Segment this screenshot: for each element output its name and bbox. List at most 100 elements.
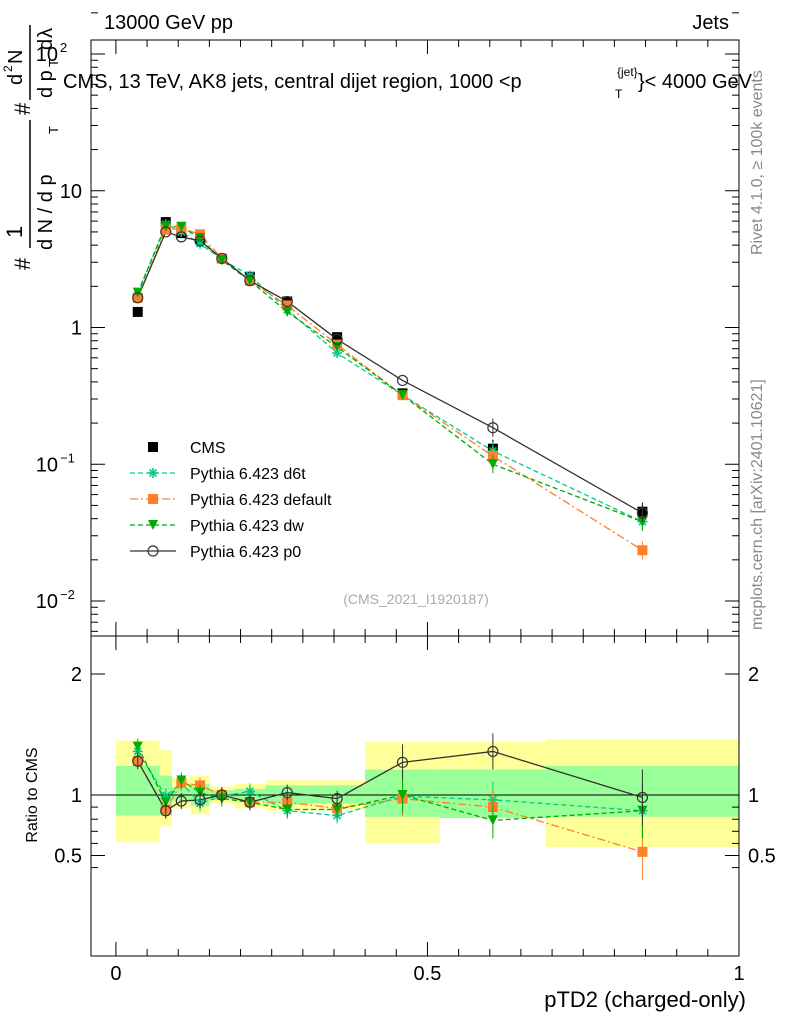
ratio-marker-3-7 xyxy=(331,793,343,805)
main-marker-2-0 xyxy=(132,292,143,303)
star-marker-stroke xyxy=(195,239,205,248)
y-tick-exponent: −2 xyxy=(60,587,75,602)
y-tick-label: 10 xyxy=(60,181,82,203)
main-marker-3-8 xyxy=(397,390,408,401)
legend-marker-0 xyxy=(148,442,158,452)
legend-label-2: Pythia 6.423 default xyxy=(190,492,332,509)
main-series-markers xyxy=(132,217,649,560)
y-label-sup-2: 2 xyxy=(1,65,15,72)
ratio-marker-3-6 xyxy=(281,786,293,799)
y-tick-label: 10 xyxy=(36,454,58,476)
plot-title-superscript: {jet} xyxy=(617,65,638,79)
ratio-marker-3-4 xyxy=(216,789,228,801)
main-marker-3-3 xyxy=(195,233,206,244)
legend-label-0: CMS xyxy=(190,440,226,457)
ratio-marker-2-9 xyxy=(487,815,498,826)
plot-title-tail: }< 4000 GeV xyxy=(638,71,753,93)
plot-title: CMS, 13 TeV, AK8 jets, central dijet reg… xyxy=(63,71,522,93)
ratio-series-line-1 xyxy=(137,760,643,853)
ratio-y-tick-label-right: 2 xyxy=(748,664,759,686)
ratio-marker-1-10 xyxy=(637,846,648,857)
x-tick-label: 1 xyxy=(733,963,744,985)
main-marker-4-8 xyxy=(396,374,409,387)
main-marker-4-10 xyxy=(636,507,649,519)
ratio-axis-ticks: 0.5 0.5 1 1 2 2 0 0.5 1 xyxy=(54,636,776,985)
main-series-line-1 xyxy=(137,223,643,523)
y-tick-exponent: −1 xyxy=(60,450,75,465)
legend-marker-1 xyxy=(148,468,158,478)
main-y-axis-label: # 1 d N / d p T # d p T d 2 N d λ xyxy=(1,25,61,270)
y-label-sub-t-2: T xyxy=(46,59,61,67)
ratio-marker-3-1 xyxy=(160,805,172,817)
y-label-dn-dpt: d N / d p xyxy=(35,174,57,250)
ratio-y-tick-label-right: 1 xyxy=(748,785,759,807)
legend-marker-3 xyxy=(148,520,158,530)
main-marker-3-5 xyxy=(244,275,255,286)
x-axis-label: pTD2 (charged-only) xyxy=(544,987,746,1012)
main-marker-4-5 xyxy=(244,275,256,287)
header-left-label: 13000 GeV pp xyxy=(104,12,233,34)
main-marker-3-1 xyxy=(160,221,171,232)
y-label-one: 1 xyxy=(2,226,27,238)
plot-title-subscript: T xyxy=(615,87,623,101)
ratio-uncertainty-bands xyxy=(91,739,739,848)
ratio-marker-2-1 xyxy=(160,797,171,808)
main-marker-3-7 xyxy=(332,342,343,353)
ratio-marker-3-2 xyxy=(175,795,187,807)
y-tick-label: 10 xyxy=(36,591,58,613)
main-series-line-3 xyxy=(137,225,643,523)
ratio-marker-3-5 xyxy=(244,796,256,808)
star-marker-stroke xyxy=(333,349,342,358)
main-marker-4-2 xyxy=(175,231,187,243)
x-tick-label: 0 xyxy=(110,963,121,985)
main-marker-2-10 xyxy=(637,545,648,556)
legend-label-3: Pythia 6.423 dw xyxy=(190,518,304,535)
legend-marker-2 xyxy=(148,494,158,504)
main-marker-4-1 xyxy=(160,226,172,238)
ratio-series-markers xyxy=(132,733,649,880)
ratio-marker-2-7 xyxy=(332,804,343,815)
main-marker-0-7 xyxy=(332,332,343,343)
x-tick-label: 0.5 xyxy=(414,963,442,985)
ratio-marker-3-0 xyxy=(132,755,144,767)
y-tick-exponent: 2 xyxy=(60,40,67,55)
ratio-y-tick-label-left: 1 xyxy=(71,785,82,807)
y-tick-label: 10 xyxy=(36,44,58,66)
y-label-d: d xyxy=(5,74,27,85)
legend: CMS Pythia 6.423 d6t Pythia 6.423 default P… xyxy=(130,440,332,561)
main-marker-3-2 xyxy=(176,221,187,232)
ratio-marker-2-8 xyxy=(397,790,408,800)
ratio-y-tick-label-left: 2 xyxy=(71,664,82,686)
mcplots-label: mcplots.cern.ch [arXiv:2401.10621] xyxy=(749,379,766,630)
ratio-marker-3-9 xyxy=(487,745,499,758)
ratio-y-tick-label-right: 0.5 xyxy=(748,846,776,868)
main-marker-3-9 xyxy=(487,459,498,470)
y-label-n: N xyxy=(5,50,27,64)
rivet-version-label: Rivet 4.1.0, ≥ 100k events xyxy=(749,70,766,255)
main-marker-3-6 xyxy=(282,306,293,317)
ratio-marker-2-2 xyxy=(176,775,187,786)
legend-marker-4 xyxy=(147,545,159,557)
ratio-marker-3-10 xyxy=(636,791,649,804)
main-marker-3-4 xyxy=(216,255,227,266)
main-marker-4-3 xyxy=(194,235,206,247)
ratio-marker-3-8 xyxy=(396,756,409,768)
ratio-panel xyxy=(90,635,740,957)
main-marker-4-6 xyxy=(281,295,293,308)
main-marker-2-6 xyxy=(282,300,293,311)
star-marker-stroke xyxy=(148,468,158,478)
legend-label-4: Pythia 6.423 p0 xyxy=(190,544,301,561)
legend-label-1: Pythia 6.423 d6t xyxy=(190,466,306,483)
main-marker-4-4 xyxy=(216,252,228,265)
y-label-hash-1: # xyxy=(10,257,35,270)
header-right-label: Jets xyxy=(692,12,729,34)
main-marker-4-7 xyxy=(331,333,343,345)
main-marker-1-7 xyxy=(332,348,343,359)
ratio-marker-3-3 xyxy=(194,794,206,806)
main-marker-4-9 xyxy=(487,422,499,434)
ratio-band-inner xyxy=(115,765,160,816)
main-marker-0-0 xyxy=(132,306,143,317)
analysis-id-watermark: (CMS_2021_I1920187) xyxy=(343,591,489,607)
